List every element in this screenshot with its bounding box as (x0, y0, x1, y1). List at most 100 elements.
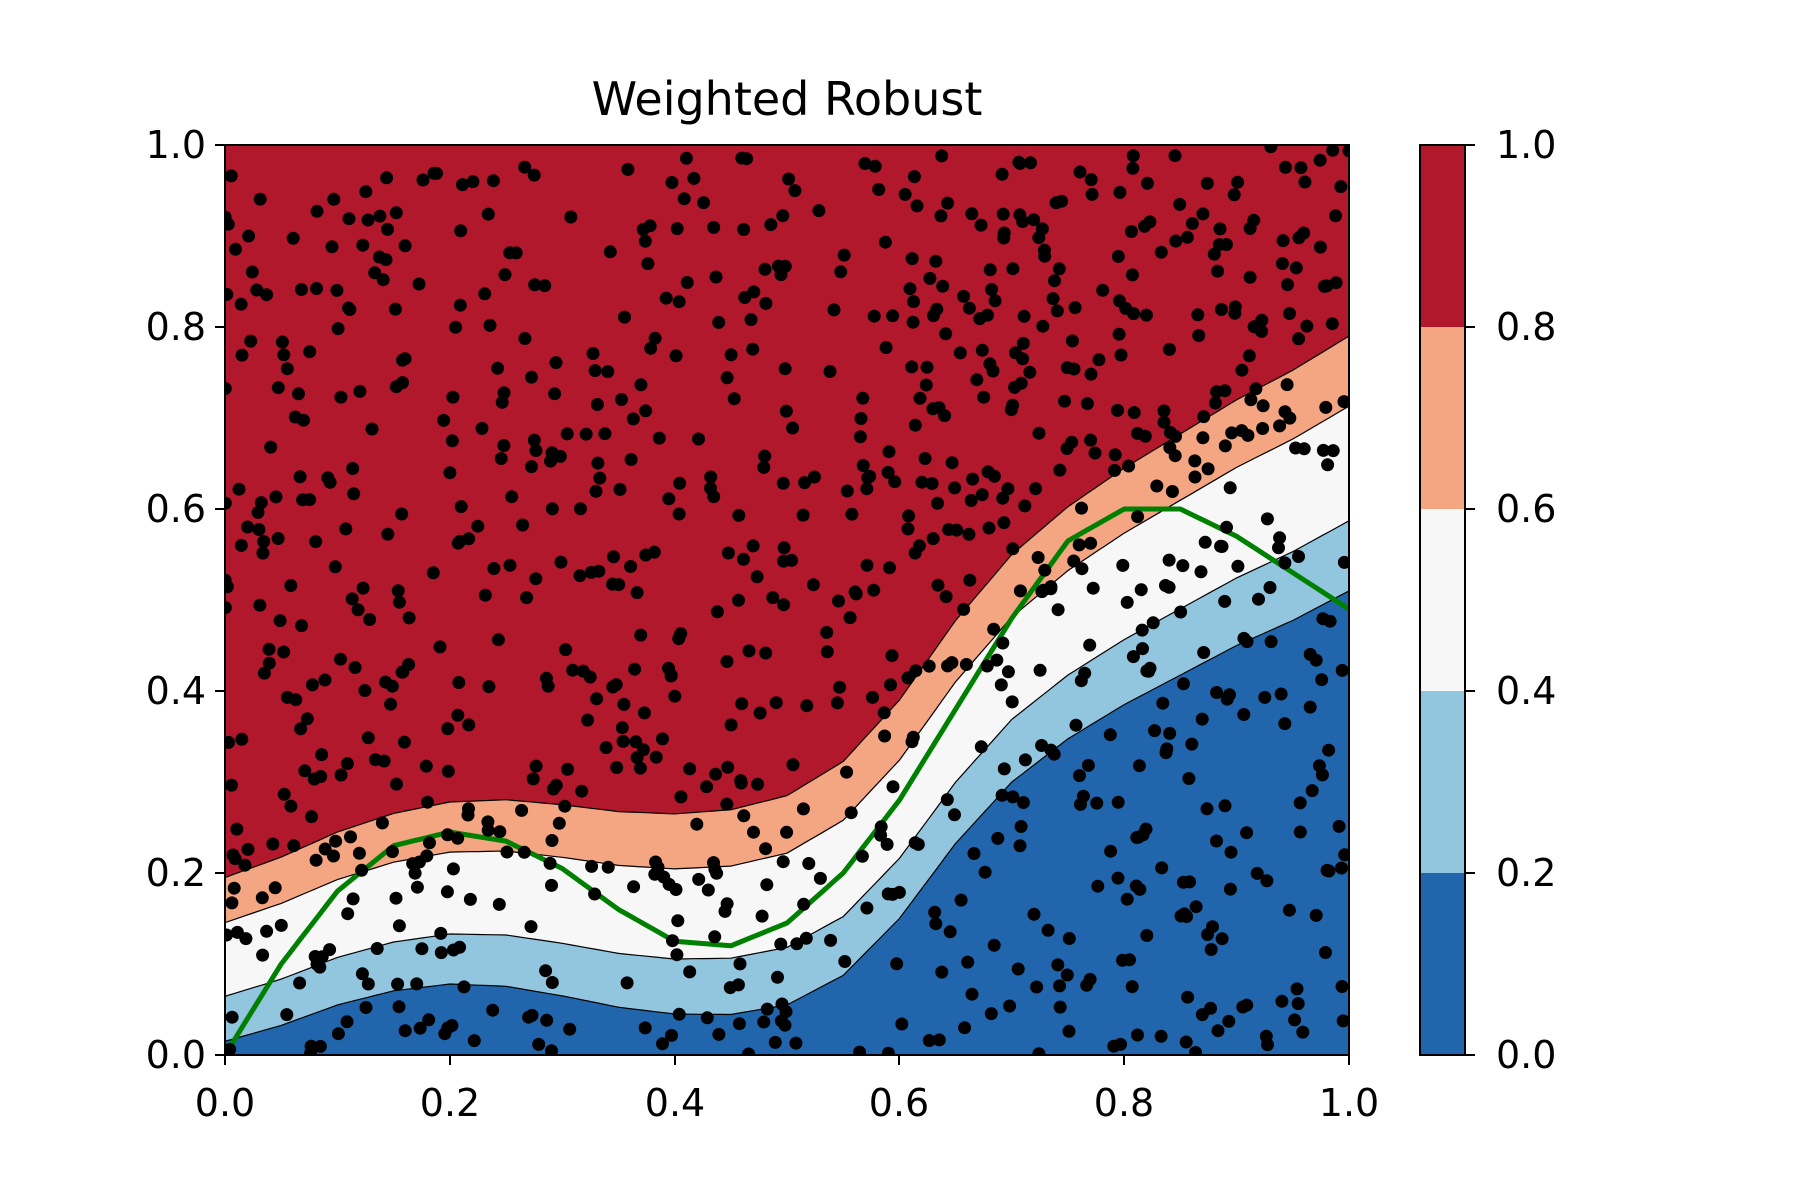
colorbar: 0.0 0.2 0.4 0.6 0.8 1.0 (1419, 123, 1556, 1077)
scatter-point (1018, 499, 1032, 513)
scatter-point (985, 283, 999, 296)
scatter-point (677, 192, 691, 206)
scatter-point (915, 475, 929, 489)
scatter-point (984, 1007, 998, 1021)
scatter-point (922, 659, 936, 673)
scatter-point (280, 362, 294, 376)
scatter-point (1292, 550, 1305, 563)
scatter-point (1272, 541, 1285, 555)
scatter-point (844, 806, 858, 820)
scatter-point (241, 520, 255, 534)
contour-band (225, 145, 1349, 878)
colorbar-tick-label: 0.2 (1496, 851, 1556, 895)
scatter-point (225, 601, 232, 615)
scatter-point (262, 656, 276, 670)
scatter-point (257, 666, 271, 680)
scatter-point (1322, 743, 1336, 757)
scatter-point (742, 1047, 756, 1055)
scatter-point (1195, 712, 1209, 726)
scatter-point (361, 977, 375, 991)
scatter-point (1168, 149, 1182, 163)
scatter-point (434, 926, 448, 940)
scatter-point (262, 642, 276, 656)
scatter-point (1068, 301, 1082, 315)
colorbar-frame (1419, 144, 1466, 1056)
scatter-point (940, 793, 954, 807)
scatter-point (1084, 367, 1098, 381)
scatter-point (1131, 510, 1145, 524)
scatter-point (575, 784, 589, 798)
scatter-point (579, 427, 593, 441)
scatter-point (1335, 861, 1348, 875)
scatter-point (943, 925, 957, 939)
scatter-point (554, 555, 568, 569)
scatter-point (1073, 165, 1087, 179)
scatter-point (334, 768, 348, 782)
scatter-point (225, 1042, 237, 1055)
scatter-point (613, 482, 627, 496)
scatter-point (289, 693, 303, 707)
scatter-point (1259, 1029, 1273, 1043)
scatter-point (446, 862, 460, 876)
scatter-point (1326, 444, 1340, 458)
scatter-point (1096, 283, 1110, 297)
scatter-point (647, 545, 661, 559)
scatter-point (1303, 647, 1317, 661)
scatter-point (503, 558, 517, 572)
scatter-point (710, 605, 724, 619)
scatter-point (359, 185, 373, 199)
scatter-point (707, 220, 721, 234)
scatter-point (526, 772, 540, 786)
scatter-point (525, 370, 538, 384)
scatter-point (419, 759, 433, 773)
scatter-point (280, 1008, 294, 1022)
scatter-point (384, 697, 398, 711)
scatter-point (277, 787, 291, 801)
scatter-point (1111, 795, 1125, 809)
scatter-point (867, 583, 881, 597)
scatter-point (913, 391, 927, 405)
scatter-point (994, 678, 1008, 692)
scatter-point (746, 342, 760, 356)
scatter-point (939, 327, 953, 341)
scatter-point (525, 1008, 539, 1022)
scatter-point (1337, 555, 1349, 569)
scatter-point (347, 487, 361, 501)
scatter-point (225, 735, 235, 749)
scatter-point (1231, 559, 1245, 573)
scatter-point (1104, 844, 1118, 858)
scatter-point (410, 880, 424, 894)
scatter-point (830, 696, 844, 710)
scatter-point (868, 159, 882, 173)
y-tick-label: 1.0 (146, 123, 206, 167)
scatter-point (1013, 584, 1027, 598)
scatter-point (856, 391, 870, 405)
scatter-point (1129, 879, 1143, 893)
scatter-point (932, 1033, 946, 1047)
scatter-point (254, 496, 268, 510)
scatter-point (1319, 946, 1332, 959)
scatter-point (747, 285, 761, 299)
scatter-point (874, 820, 888, 834)
scatter-point (768, 1035, 782, 1049)
scatter-point (451, 831, 465, 845)
scatter-point (1047, 747, 1061, 761)
scatter-point (1037, 243, 1051, 257)
scatter-point (1223, 882, 1237, 896)
chart-title: Weighted Robust (592, 72, 983, 126)
scatter-point (294, 722, 308, 736)
scatter-point (1258, 690, 1272, 704)
scatter-point (1074, 674, 1088, 688)
scatter-point (665, 176, 679, 189)
scatter-point (786, 421, 800, 435)
plot-area (225, 145, 1349, 1055)
scatter-point (443, 466, 457, 480)
scatter-point (1315, 673, 1329, 687)
scatter-point (649, 750, 663, 764)
scatter-point (712, 1027, 726, 1041)
scatter-point (981, 465, 995, 479)
scatter-point (230, 925, 244, 939)
colorbar-tick-label: 0.8 (1496, 305, 1556, 349)
scatter-point (1003, 999, 1017, 1013)
scatter-point (445, 434, 459, 448)
